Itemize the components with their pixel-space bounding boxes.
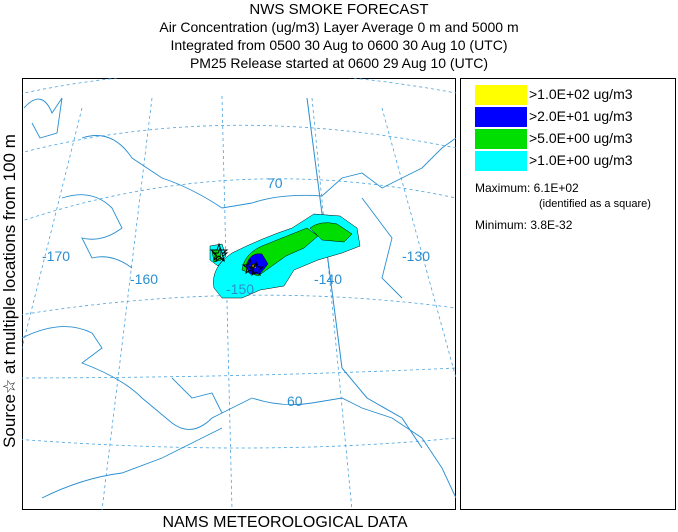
minimum-value: Minimum: 3.8E-32 (475, 218, 573, 232)
concentration-subtitle: Air Concentration (ug/m3) Layer Average … (159, 19, 519, 35)
lon-label-160: -160 (130, 271, 158, 287)
source-label: Source☆ at multiple locations from 100 m (0, 134, 19, 448)
coastlines (22, 97, 456, 499)
legend-label: >5.0E+00 ug/m3 (529, 130, 633, 146)
legend-swatch-yellow (475, 85, 527, 105)
data-source-footer: NAMS METEOROLOGICAL DATA (162, 514, 408, 531)
release-info: PM25 Release started at 0600 29 Aug 10 (… (189, 55, 489, 71)
lat-label-70: 70 (267, 175, 283, 191)
source-star-group-central (241, 258, 265, 277)
lon-label-170: -170 (42, 248, 70, 264)
map-panel: -170 -160 -150 -140 -130 70 60 (22, 78, 456, 510)
legend-swatch-cyan (475, 151, 527, 171)
lon-label-150: -150 (226, 281, 254, 297)
legend-panel: >1.0E+02 ug/m3 >2.0E+01 ug/m3 >5.0E+00 u… (460, 78, 676, 510)
longitude-grid (22, 95, 456, 510)
maximum-note: (identified as a square) (539, 198, 651, 210)
maximum-value: Maximum: 6.1E+02 (475, 181, 579, 195)
legend-swatch-green (475, 129, 527, 149)
legend-label: >1.0E+02 ug/m3 (529, 86, 633, 102)
lon-label-130: -130 (402, 248, 430, 264)
legend-swatch-blue (475, 107, 527, 127)
border-line-south (341, 367, 423, 449)
legend-label: >1.0E+00 ug/m3 (529, 152, 633, 168)
plume-contour-2b (309, 222, 353, 243)
forecast-title: NWS SMOKE FORECAST (249, 1, 429, 18)
source-star-group-west (209, 242, 229, 263)
legend-label: >2.0E+01 ug/m3 (529, 108, 633, 124)
lon-label-140: -140 (314, 271, 342, 287)
lat-label-60: 60 (287, 393, 303, 409)
integration-period: Integrated from 0500 30 Aug to 0600 30 A… (170, 37, 508, 53)
